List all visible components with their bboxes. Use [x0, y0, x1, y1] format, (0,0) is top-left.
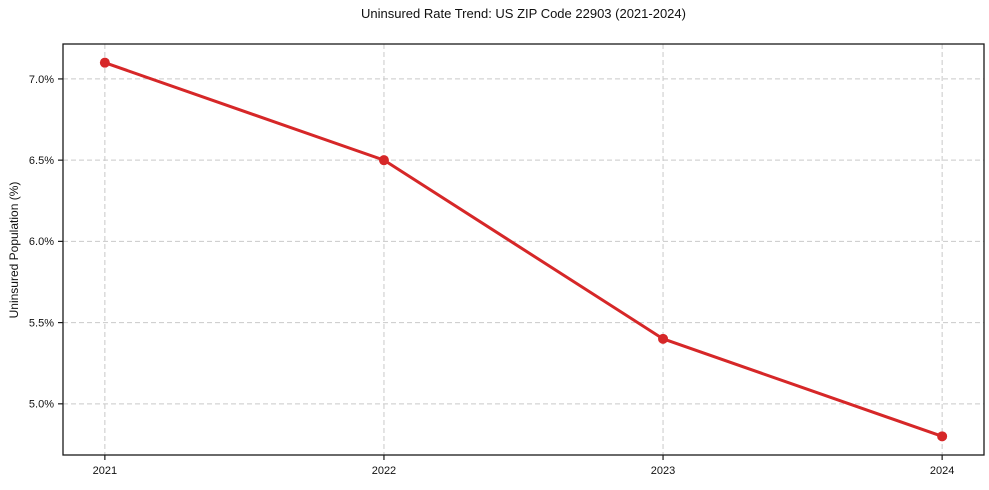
x-tick-label: 2022 — [372, 465, 396, 477]
data-point-2022 — [378, 155, 389, 166]
y-tick-label: 6.0% — [29, 236, 54, 248]
chart-title: Uninsured Rate Trend: US ZIP Code 22903 … — [361, 6, 686, 21]
y-tick-label: 6.5% — [29, 155, 54, 167]
y-tick-label: 5.5% — [29, 317, 54, 329]
plot-border — [62, 43, 985, 456]
y-tick-label: 7.0% — [29, 74, 54, 86]
data-point-2024 — [937, 431, 948, 442]
x-tick-label: 2021 — [93, 465, 117, 477]
data-point-2023 — [658, 333, 669, 344]
trend-line — [103, 61, 944, 438]
x-tick-label: 2023 — [651, 465, 675, 477]
x-tick-label: 2024 — [930, 465, 954, 477]
y-tick-label: 5.0% — [29, 399, 54, 411]
data-point-2021 — [99, 57, 110, 68]
